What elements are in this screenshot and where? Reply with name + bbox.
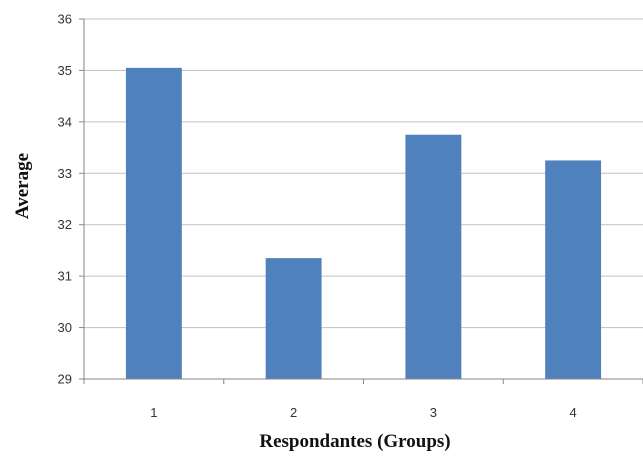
y-tick-label-35: 35 <box>58 63 72 78</box>
bar-3 <box>405 134 462 379</box>
y-tick-label-29: 29 <box>58 372 72 387</box>
bar-2 <box>265 258 322 379</box>
y-axis-title: Average <box>12 153 33 219</box>
x-tick-labels: 1 2 3 4 <box>150 405 576 420</box>
axes <box>79 18 643 384</box>
y-tick-label-32: 32 <box>58 217 72 232</box>
x-tick-label-2: 2 <box>290 405 297 420</box>
y-tick-label-34: 34 <box>58 114 72 129</box>
y-tick-label-36: 36 <box>58 12 72 27</box>
y-tick-labels: 29 30 31 32 33 34 35 36 <box>58 12 72 387</box>
bar-1 <box>125 67 182 379</box>
x-tick-label-3: 3 <box>430 405 437 420</box>
y-tick-label-33: 33 <box>58 166 72 181</box>
bars <box>125 67 602 379</box>
x-axis-title: Respondantes (Groups) <box>259 431 450 452</box>
y-tick-label-30: 30 <box>58 320 72 335</box>
bar-4 <box>545 160 602 379</box>
y-tick-label-31: 31 <box>58 269 72 284</box>
x-tick-label-1: 1 <box>150 405 157 420</box>
x-tick-label-4: 4 <box>570 405 577 420</box>
